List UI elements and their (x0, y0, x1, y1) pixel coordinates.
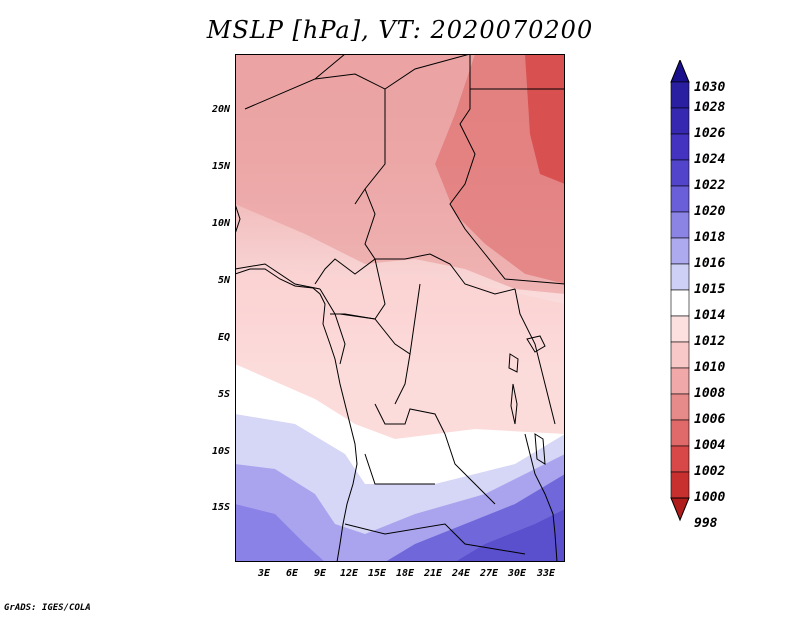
colorbar-label: 1028 (694, 100, 726, 115)
pressure-band-1012 (235, 269, 565, 439)
lat-label: 10S (211, 446, 230, 457)
colorbar-bottom-arrow (670, 497, 690, 522)
colorbar-label: 1012 (694, 334, 726, 349)
country-borders (235, 54, 565, 555)
colorbar-swatch (670, 107, 690, 135)
lat-label: 10N (211, 218, 230, 229)
colorbar-swatch (670, 367, 690, 395)
colorbar-swatch (670, 237, 690, 265)
lat-label: 5S (217, 389, 230, 400)
colorbar-swatch (670, 419, 690, 447)
footer-credit: GrADS: IGES/COLA (4, 603, 91, 613)
colorbar-top-arrow (670, 60, 690, 83)
lon-label: 6E (285, 568, 299, 579)
lakes (508, 335, 546, 465)
colorbar-swatch (670, 393, 690, 421)
lat-label: EQ (217, 332, 230, 343)
low-pressure-core (525, 54, 565, 184)
coastlines (235, 203, 558, 562)
pressure-band-1020 (235, 504, 325, 562)
lon-label: 18E (395, 568, 415, 579)
map-frame (235, 54, 565, 562)
lon-label: 30E (507, 568, 527, 579)
colorbar-swatch (670, 289, 690, 317)
pressure-map[interactable] (235, 54, 565, 562)
colorbar-label: 1008 (694, 386, 726, 401)
pressure-band-1024 (455, 509, 565, 562)
lon-label: 3E (257, 568, 271, 579)
colorbar-label: 1018 (694, 230, 726, 245)
colorbar-swatch (670, 263, 690, 291)
lon-label: 27E (479, 568, 499, 579)
lat-label: 15N (211, 161, 230, 172)
colorbar-swatch (670, 211, 690, 239)
lat-label: 15S (211, 502, 230, 513)
lon-label: 15E (367, 568, 387, 579)
lon-label: 12E (339, 568, 359, 579)
colorbar-label: 1016 (694, 256, 726, 271)
pressure-band-1010 (235, 54, 565, 294)
lat-label: 20N (211, 104, 230, 115)
colorbar-label: 1026 (694, 126, 726, 141)
colorbar-swatch (670, 471, 690, 499)
colorbar-label: 1015 (694, 282, 726, 297)
colorbar-swatch (670, 315, 690, 343)
colorbar-swatch (670, 133, 690, 161)
lon-label: 24E (451, 568, 471, 579)
colorbar-swatch (670, 341, 690, 369)
colorbar-label: 1000 (694, 490, 726, 505)
colorbar-label: 1030 (694, 80, 726, 95)
lon-label: 9E (313, 568, 327, 579)
colorbar-label: 1024 (694, 152, 726, 167)
colorbar-swatch (670, 185, 690, 213)
colorbar-label: 1020 (694, 204, 726, 219)
lat-label: 5N (217, 275, 230, 286)
colorbar (670, 60, 690, 522)
colorbar-swatch (670, 81, 690, 109)
colorbar-label: 1004 (694, 438, 726, 453)
colorbar-swatch (670, 445, 690, 473)
lon-label: 21E (423, 568, 443, 579)
colorbar-swatch (670, 159, 690, 187)
colorbar-label: 1010 (694, 360, 726, 375)
colorbar-label: 1014 (694, 308, 726, 323)
colorbar-label: 1006 (694, 412, 726, 427)
colorbar-label: 1022 (694, 178, 726, 193)
colorbar-label: 1002 (694, 464, 726, 479)
lon-label: 33E (536, 568, 556, 579)
colorbar-label: 998 (694, 516, 718, 531)
map-title: MSLP [hPa], VT: 2020070200 (206, 16, 594, 44)
